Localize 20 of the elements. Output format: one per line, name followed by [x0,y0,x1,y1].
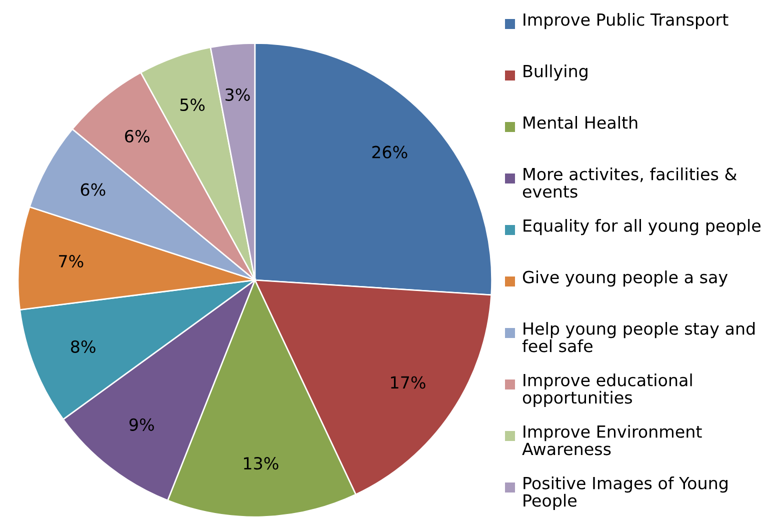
data-label: 6% [80,183,106,196]
data-label: 17% [391,376,426,389]
legend-label: Positive Images of Young People [524,476,728,510]
data-label: 7% [59,254,84,268]
legend-label: Equality for all young people [524,219,760,236]
legend-label: Mental Health [524,116,638,129]
data-label: 5% [180,98,205,112]
data-label: 6% [125,130,150,143]
legend-label: Improve educational opportunities [522,374,692,408]
legend-label: Bullying [524,64,588,81]
data-label: 8% [70,340,96,353]
legend-label: More activites, facilities & events [522,168,737,198]
legend-label: Give young people a say [522,270,728,287]
data-label: 26% [372,146,408,158]
legend-label: Improve Environment Awareness [522,425,702,456]
data-label: 13% [244,457,278,470]
data-label: 3% [226,88,250,101]
legend-label: Help young people stay and feel safe [522,322,755,352]
legend-label: Improve Public Transport [524,13,728,30]
data-label: 9% [129,418,154,431]
